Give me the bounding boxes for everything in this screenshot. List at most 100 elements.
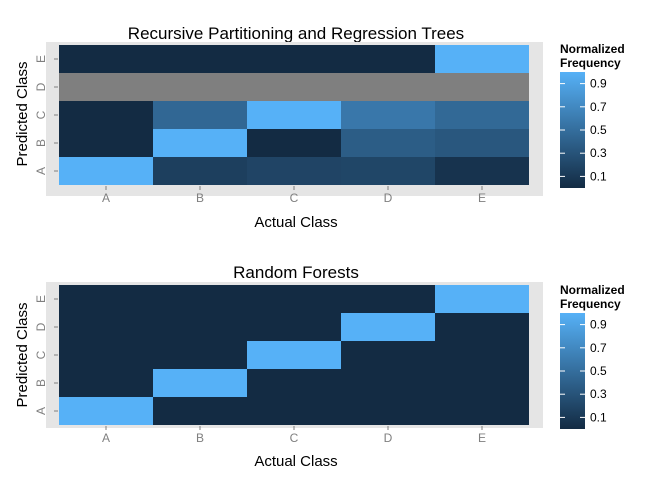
heatmap-cell-D-C (247, 313, 341, 341)
heatmap-cell-C-A (59, 341, 153, 369)
heatmap-cell-A-D (341, 157, 435, 185)
heatmap-cell-E-A (59, 285, 153, 313)
y-tick-label: B (34, 139, 48, 147)
heatmap-cell-C-D (341, 341, 435, 369)
heatmap-cells (59, 285, 529, 425)
y-tick-label: A (34, 407, 48, 415)
legend-tick-label: 0.9 (590, 318, 607, 332)
x-tick-label: A (102, 431, 110, 445)
y-tick-label: C (34, 350, 48, 359)
heatmap-cell-D-E (435, 313, 529, 341)
legend-tick-label: 0.7 (590, 341, 607, 355)
heatmap-cell-D-C (247, 73, 341, 101)
legend: Normalized Frequency 0.9 0.7 0.5 0.3 0.1 (560, 283, 625, 429)
y-tick-label: D (34, 322, 48, 331)
chart-title: Random Forests (233, 263, 359, 282)
x-tick-label: C (290, 191, 299, 205)
y-tick-label: A (34, 167, 48, 175)
legend-ticks: 0.9 0.7 0.5 0.3 0.1 (560, 77, 607, 183)
rpart-chart: Recursive Partitioning and Regression Tr… (14, 24, 625, 231)
y-tick-label: B (34, 379, 48, 387)
y-tick-labels: A B C D E (34, 295, 58, 415)
heatmap-cell-A-D (341, 397, 435, 425)
y-tick-label: E (34, 55, 48, 63)
heatmap-cell-A-C (247, 397, 341, 425)
heatmap-cell-D-B (153, 313, 247, 341)
legend: Normalized Frequency 0.9 0.7 0.5 0.3 0.1 (560, 42, 625, 188)
heatmap-cell-B-B (153, 369, 247, 397)
heatmap-cell-C-C (247, 101, 341, 129)
heatmap-cell-E-C (247, 285, 341, 313)
heatmap-cell-B-D (341, 129, 435, 157)
heatmap-cell-E-B (153, 45, 247, 73)
heatmap-cells (59, 45, 529, 185)
legend-tick-label: 0.7 (590, 100, 607, 114)
heatmap-cell-E-C (247, 45, 341, 73)
x-tick-label: E (478, 431, 486, 445)
legend-tick-label: 0.1 (590, 169, 607, 183)
heatmap-cell-C-C (247, 341, 341, 369)
heatmap-cell-A-B (153, 397, 247, 425)
heatmap-cell-E-A (59, 45, 153, 73)
y-tick-labels: A B C D E (34, 55, 58, 175)
x-tick-label: B (196, 431, 204, 445)
y-axis-label: Predicted Class (14, 302, 31, 407)
y-axis-label: Predicted Class (14, 61, 31, 166)
heatmap-cell-E-D (341, 45, 435, 73)
legend-tick-label: 0.3 (590, 387, 607, 401)
legend-title-line1: Normalized (560, 283, 625, 297)
heatmap-cell-D-A (59, 73, 153, 101)
x-tick-label: D (384, 191, 393, 205)
heatmap-cell-B-E (435, 369, 529, 397)
x-tick-label: E (478, 191, 486, 205)
heatmap-cell-B-E (435, 129, 529, 157)
heatmap-cell-C-E (435, 101, 529, 129)
heatmap-cell-B-D (341, 369, 435, 397)
heatmap-cell-E-D (341, 285, 435, 313)
legend-tick-label: 0.5 (590, 123, 607, 137)
heatmap-cell-B-A (59, 129, 153, 157)
heatmap-cell-B-C (247, 369, 341, 397)
y-tick-label: C (34, 110, 48, 119)
heatmap-cell-C-A (59, 101, 153, 129)
x-tick-label: A (102, 191, 110, 205)
heatmap-cell-A-A (59, 157, 153, 185)
chart-title: Recursive Partitioning and Regression Tr… (128, 24, 464, 43)
x-tick-labels: A B C D E (102, 426, 486, 445)
legend-tick-label: 0.1 (590, 410, 607, 424)
legend-title-line1: Normalized (560, 42, 625, 56)
heatmap-cell-C-D (341, 101, 435, 129)
x-tick-label: D (384, 431, 393, 445)
x-tick-label: C (290, 431, 299, 445)
heatmap-cell-D-E (435, 73, 529, 101)
x-axis-label: Actual Class (254, 453, 337, 470)
heatmap-cell-C-B (153, 101, 247, 129)
y-tick-label: D (34, 82, 48, 91)
heatmap-cell-C-E (435, 341, 529, 369)
heatmap-cell-C-B (153, 341, 247, 369)
x-tick-label: B (196, 191, 204, 205)
heatmap-cell-D-A (59, 313, 153, 341)
x-axis-label: Actual Class (254, 214, 337, 231)
heatmap-cell-B-A (59, 369, 153, 397)
legend-title-line2: Frequency (560, 56, 621, 70)
heatmap-cell-B-C (247, 129, 341, 157)
heatmap-cell-D-B (153, 73, 247, 101)
heatmap-cell-A-E (435, 157, 529, 185)
legend-tick-label: 0.3 (590, 146, 607, 160)
heatmap-cell-A-A (59, 397, 153, 425)
heatmap-cell-B-B (153, 129, 247, 157)
heatmap-cell-E-E (435, 45, 529, 73)
heatmap-cell-A-C (247, 157, 341, 185)
heatmap-cell-E-E (435, 285, 529, 313)
heatmap-cell-D-D (341, 313, 435, 341)
legend-ticks: 0.9 0.7 0.5 0.3 0.1 (560, 318, 607, 424)
legend-tick-label: 0.5 (590, 364, 607, 378)
heatmap-cell-A-B (153, 157, 247, 185)
heatmap-cell-D-D (341, 73, 435, 101)
heatmap-cell-A-E (435, 397, 529, 425)
legend-title-line2: Frequency (560, 297, 621, 311)
legend-tick-label: 0.9 (590, 77, 607, 91)
